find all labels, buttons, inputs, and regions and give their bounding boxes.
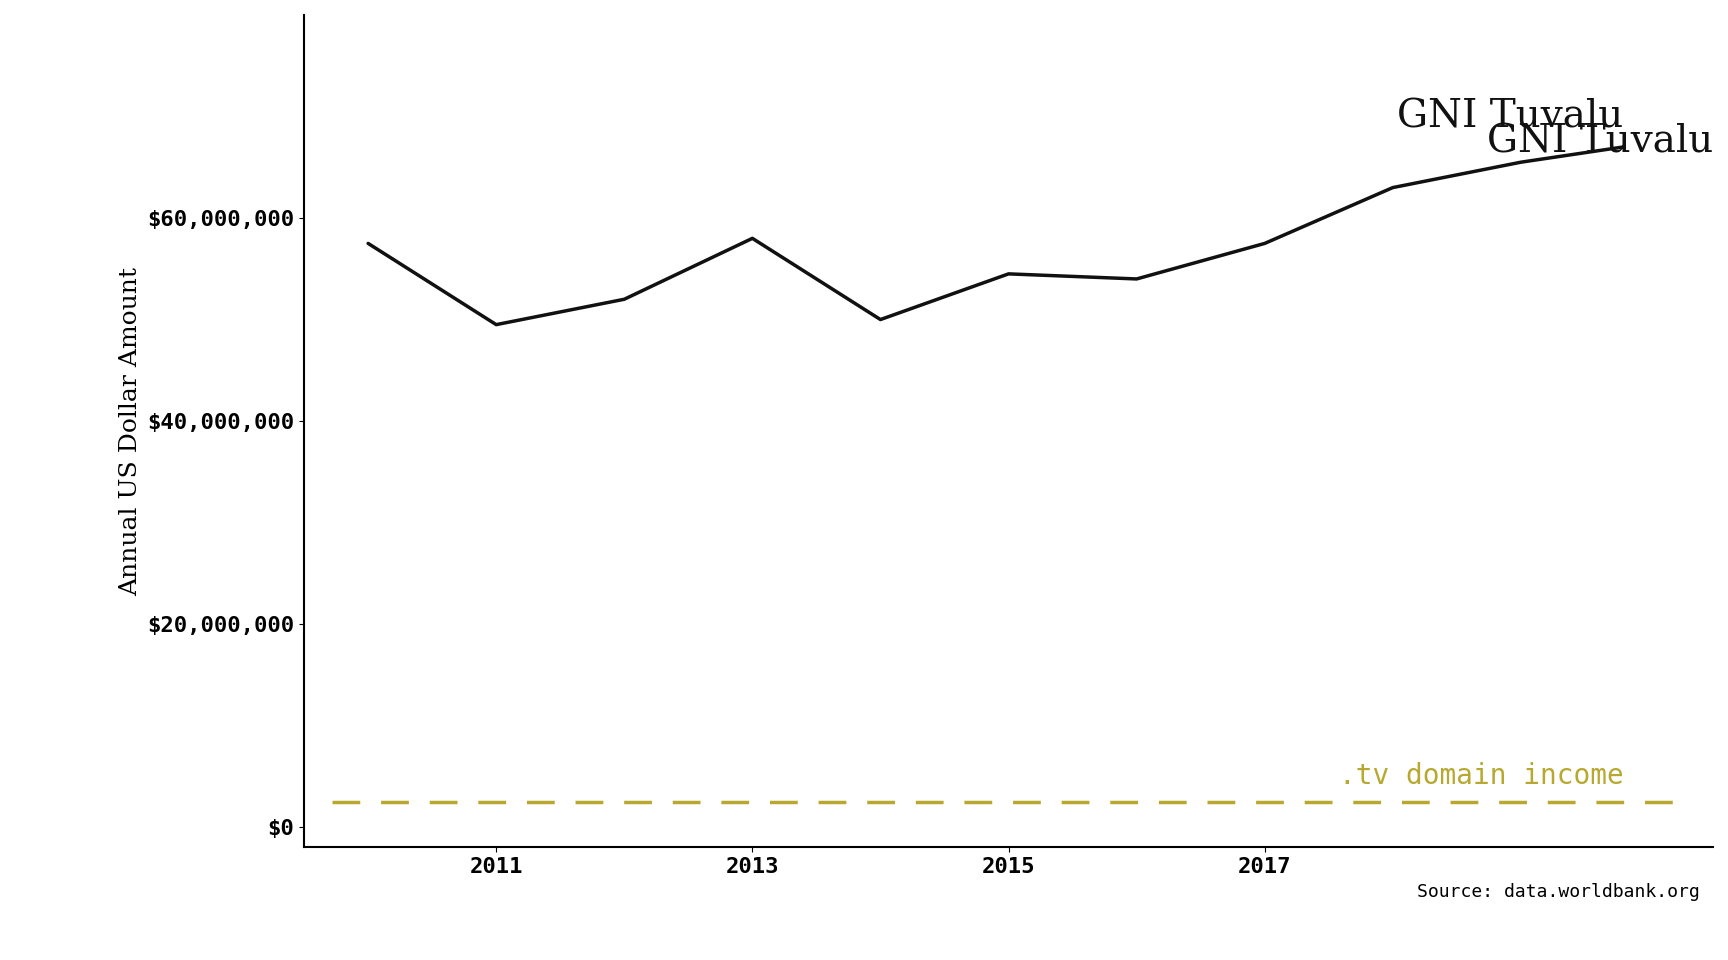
Text: Source: data.worldbank.org: Source: data.worldbank.org: [1417, 883, 1700, 901]
Text: GNI Tuvalu: GNI Tuvalu: [1398, 98, 1623, 135]
Text: .tv domain income: .tv domain income: [1339, 761, 1623, 789]
Text: GNI Tuvalu: GNI Tuvalu: [1486, 124, 1712, 160]
Y-axis label: Annual US Dollar Amount: Annual US Dollar Amount: [119, 267, 142, 596]
